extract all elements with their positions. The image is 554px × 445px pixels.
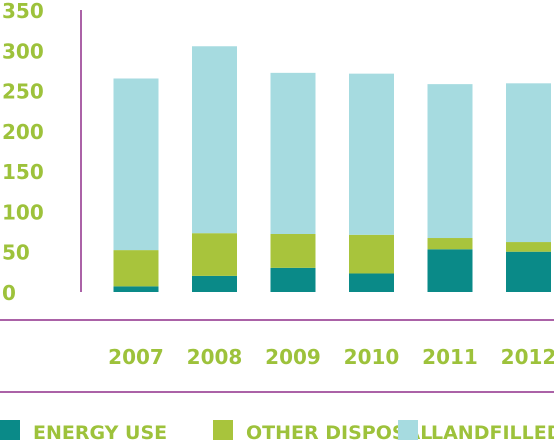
y-tick-label: 300 — [2, 39, 44, 63]
bar-segment-energy-use-2007 — [113, 286, 159, 292]
bar-segment-other-disposal-2007 — [113, 250, 159, 287]
legend-swatch-other-disposal — [213, 420, 233, 440]
x-category-label: 2010 — [344, 345, 400, 369]
bar-segment-energy-use-2009 — [270, 267, 316, 292]
y-tick-label: 0 — [2, 281, 16, 305]
legend-swatch-landfilled — [398, 420, 418, 440]
x-category-label: 2011 — [422, 345, 478, 369]
legend-swatch-energy-use — [0, 420, 20, 440]
bar-segment-other-disposal-2010 — [349, 234, 394, 274]
bar-segment-other-disposal-2012 — [506, 242, 551, 252]
bar-segment-energy-use-2012 — [506, 251, 551, 292]
legend-label-landfilled: LANDFILLED — [431, 422, 554, 444]
bar-segment-energy-use-2010 — [349, 273, 394, 292]
x-category-label: 2008 — [187, 345, 243, 369]
bar-segment-landfilled-2008 — [192, 46, 237, 234]
bar-segment-energy-use-2011 — [427, 249, 473, 292]
legend-label-energy-use: ENERGY USE — [33, 422, 167, 444]
bar-segment-other-disposal-2009 — [270, 233, 316, 268]
y-axis-ticks: 0 50 100 150 200 250 300 350 — [2, 0, 44, 305]
y-tick-label: 50 — [2, 241, 30, 265]
y-tick-label: 150 — [2, 160, 44, 184]
x-category-label: 2012 — [501, 345, 554, 369]
bar-segment-energy-use-2008 — [192, 275, 237, 292]
y-tick-label: 350 — [2, 0, 44, 23]
x-axis-labels: 2007 2008 2009 2010 2011 2012 — [108, 345, 554, 369]
bar-segment-other-disposal-2011 — [427, 238, 473, 250]
bar-segment-landfilled-2007 — [113, 78, 159, 251]
legend-label-other-disposal: OTHER DISPOSAL — [246, 422, 432, 444]
bar-segment-landfilled-2012 — [506, 83, 551, 243]
bar-segment-landfilled-2011 — [427, 84, 473, 239]
bar-segment-landfilled-2010 — [349, 73, 394, 235]
y-tick-label: 100 — [2, 200, 44, 224]
y-tick-label: 250 — [2, 80, 44, 104]
x-category-label: 2009 — [265, 345, 321, 369]
x-category-label: 2007 — [108, 345, 164, 369]
bar-segment-other-disposal-2008 — [192, 233, 237, 276]
y-tick-label: 200 — [2, 120, 44, 144]
bar-segment-landfilled-2009 — [270, 72, 316, 234]
bars — [113, 46, 551, 292]
